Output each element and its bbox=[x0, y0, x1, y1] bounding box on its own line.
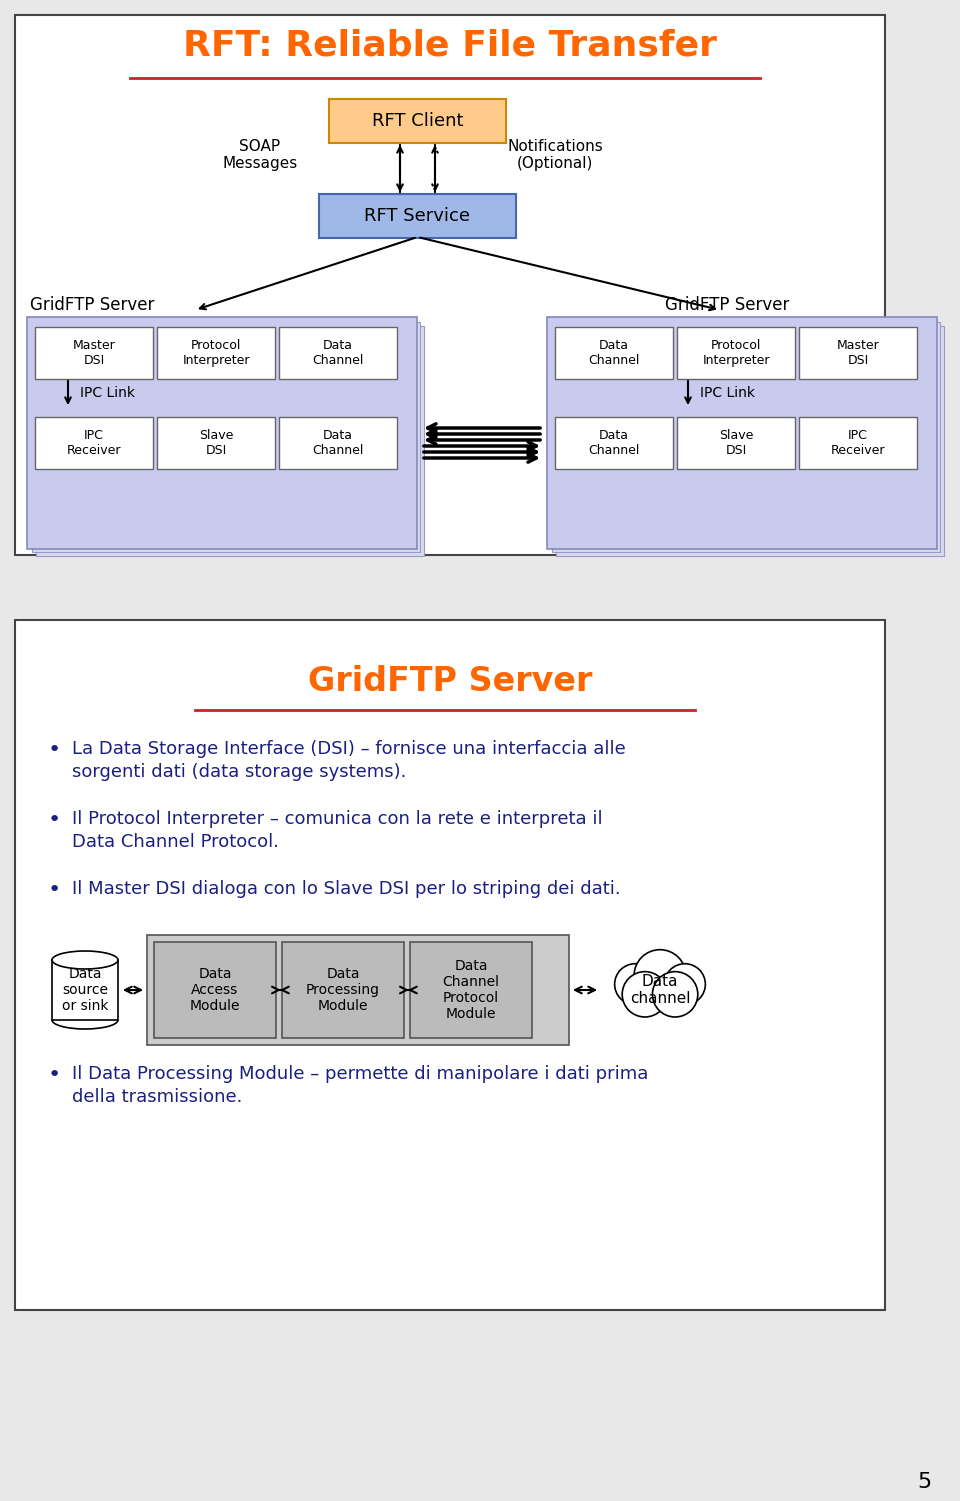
FancyBboxPatch shape bbox=[410, 943, 532, 1039]
FancyBboxPatch shape bbox=[282, 943, 404, 1039]
Text: Data
channel: Data channel bbox=[630, 974, 690, 1006]
Text: GridFTP Server: GridFTP Server bbox=[665, 296, 789, 314]
Text: IPC
Receiver: IPC Receiver bbox=[830, 429, 885, 456]
Text: Master
DSI: Master DSI bbox=[73, 339, 115, 368]
FancyBboxPatch shape bbox=[279, 417, 397, 468]
Text: IPC
Receiver: IPC Receiver bbox=[67, 429, 121, 456]
Text: Data
Channel: Data Channel bbox=[588, 429, 639, 456]
Polygon shape bbox=[52, 961, 118, 1021]
Text: RFT: Reliable File Transfer: RFT: Reliable File Transfer bbox=[183, 29, 717, 62]
Text: Protocol
Interpreter: Protocol Interpreter bbox=[182, 339, 250, 368]
Text: •: • bbox=[48, 740, 61, 760]
Text: 5: 5 bbox=[918, 1472, 932, 1492]
FancyBboxPatch shape bbox=[15, 620, 885, 1310]
Text: •: • bbox=[48, 880, 61, 901]
FancyBboxPatch shape bbox=[547, 317, 937, 549]
FancyBboxPatch shape bbox=[35, 417, 153, 468]
FancyBboxPatch shape bbox=[319, 194, 516, 239]
Text: Data
Channel: Data Channel bbox=[588, 339, 639, 368]
FancyBboxPatch shape bbox=[27, 317, 417, 549]
Text: Data
source
or sink: Data source or sink bbox=[61, 967, 108, 1013]
Circle shape bbox=[622, 971, 667, 1018]
Text: Data
Channel: Data Channel bbox=[312, 429, 364, 456]
Text: IPC Link: IPC Link bbox=[80, 386, 135, 399]
FancyBboxPatch shape bbox=[32, 323, 420, 552]
FancyBboxPatch shape bbox=[556, 326, 944, 555]
FancyBboxPatch shape bbox=[147, 935, 569, 1045]
Text: Protocol
Interpreter: Protocol Interpreter bbox=[703, 339, 770, 368]
Text: Data
Processing
Module: Data Processing Module bbox=[306, 967, 380, 1013]
Circle shape bbox=[653, 971, 698, 1018]
FancyBboxPatch shape bbox=[555, 327, 673, 378]
Text: SOAP
Messages: SOAP Messages bbox=[223, 138, 298, 171]
FancyBboxPatch shape bbox=[15, 15, 885, 555]
Text: Data
Channel
Protocol
Module: Data Channel Protocol Module bbox=[443, 959, 499, 1021]
Text: Data
Channel: Data Channel bbox=[312, 339, 364, 368]
FancyBboxPatch shape bbox=[36, 326, 424, 555]
Text: •: • bbox=[48, 811, 61, 830]
FancyBboxPatch shape bbox=[799, 327, 917, 378]
FancyBboxPatch shape bbox=[799, 417, 917, 468]
Circle shape bbox=[635, 950, 685, 1001]
Text: RFT Client: RFT Client bbox=[372, 113, 464, 131]
Text: Il Protocol Interpreter – comunica con la rete e interpreta il
Data Channel Prot: Il Protocol Interpreter – comunica con l… bbox=[72, 811, 603, 851]
FancyBboxPatch shape bbox=[35, 327, 153, 378]
FancyBboxPatch shape bbox=[677, 417, 795, 468]
FancyBboxPatch shape bbox=[329, 99, 506, 143]
Text: La Data Storage Interface (DSI) – fornisce una interfaccia alle
sorgenti dati (d: La Data Storage Interface (DSI) – fornis… bbox=[72, 740, 626, 781]
FancyBboxPatch shape bbox=[677, 327, 795, 378]
Text: Il Data Processing Module – permette di manipolare i dati prima
della trasmissio: Il Data Processing Module – permette di … bbox=[72, 1066, 648, 1106]
Text: •: • bbox=[48, 1066, 61, 1085]
Text: Notifications
(Optional): Notifications (Optional) bbox=[507, 138, 603, 171]
FancyBboxPatch shape bbox=[552, 323, 940, 552]
Text: RFT Service: RFT Service bbox=[365, 207, 470, 225]
Text: Il Master DSI dialoga con lo Slave DSI per lo striping dei dati.: Il Master DSI dialoga con lo Slave DSI p… bbox=[72, 880, 620, 898]
Text: Slave
DSI: Slave DSI bbox=[199, 429, 233, 456]
Text: GridFTP Server: GridFTP Server bbox=[308, 665, 592, 698]
FancyBboxPatch shape bbox=[154, 943, 276, 1039]
Text: GridFTP Server: GridFTP Server bbox=[30, 296, 155, 314]
FancyBboxPatch shape bbox=[555, 417, 673, 468]
FancyBboxPatch shape bbox=[279, 327, 397, 378]
Text: Slave
DSI: Slave DSI bbox=[719, 429, 754, 456]
FancyBboxPatch shape bbox=[157, 327, 275, 378]
Text: Data
Access
Module: Data Access Module bbox=[190, 967, 240, 1013]
Circle shape bbox=[664, 964, 706, 1004]
FancyBboxPatch shape bbox=[157, 417, 275, 468]
Text: IPC Link: IPC Link bbox=[700, 386, 755, 399]
Text: Master
DSI: Master DSI bbox=[836, 339, 879, 368]
Ellipse shape bbox=[52, 952, 118, 970]
Circle shape bbox=[614, 964, 656, 1004]
